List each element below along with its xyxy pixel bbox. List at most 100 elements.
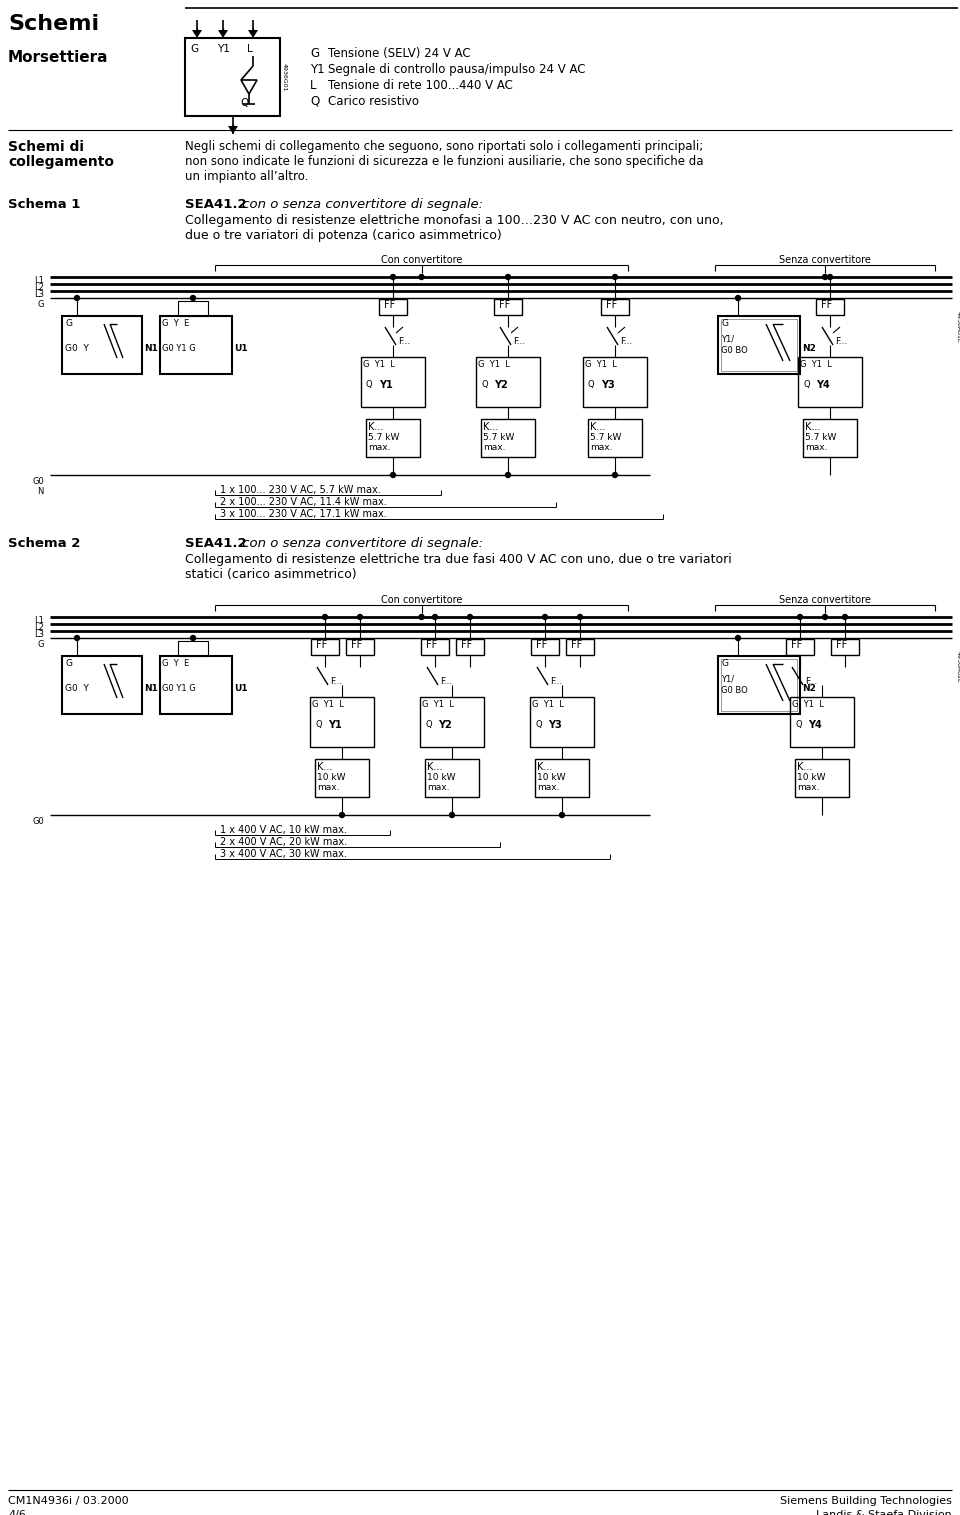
Text: FF: FF — [606, 300, 617, 311]
Text: 10 kW: 10 kW — [537, 773, 565, 782]
Text: G: G — [37, 300, 44, 309]
Bar — [178, 641, 208, 656]
Text: FF: FF — [536, 639, 547, 650]
Bar — [160, 656, 232, 714]
Text: statici (carico asimmetrico): statici (carico asimmetrico) — [185, 568, 356, 580]
Circle shape — [828, 274, 832, 279]
Text: Tensione (SELV) 24 V AC: Tensione (SELV) 24 V AC — [328, 47, 470, 61]
Text: L1: L1 — [35, 617, 44, 626]
Text: N1: N1 — [144, 344, 157, 353]
Bar — [494, 298, 522, 315]
Text: L: L — [247, 44, 252, 55]
Text: FF: FF — [384, 300, 396, 311]
Bar — [718, 317, 800, 374]
Text: F...: F... — [620, 336, 633, 345]
Bar — [476, 358, 540, 408]
Text: Q: Q — [481, 380, 488, 389]
Circle shape — [798, 615, 803, 620]
Text: FF: FF — [571, 639, 583, 650]
Text: L: L — [310, 79, 317, 92]
Text: Y1: Y1 — [379, 380, 393, 389]
Text: CM1N4936i / 03.2000: CM1N4936i / 03.2000 — [8, 1495, 129, 1506]
Text: G  Y1  L: G Y1 L — [532, 700, 564, 709]
Text: K...: K... — [368, 423, 383, 432]
Bar — [420, 697, 484, 747]
Text: Con convertitore: Con convertitore — [381, 595, 462, 604]
Bar — [311, 639, 339, 654]
Text: Tensione di rete 100...440 V AC: Tensione di rete 100...440 V AC — [328, 79, 513, 92]
Text: K...: K... — [427, 762, 443, 773]
Text: G0: G0 — [33, 477, 44, 486]
Text: 4/6: 4/6 — [8, 1510, 26, 1515]
Circle shape — [419, 274, 424, 279]
Text: Morsettiera: Morsettiera — [8, 50, 108, 65]
Text: G: G — [190, 44, 198, 55]
Text: L1: L1 — [35, 276, 44, 285]
Text: FF: FF — [461, 639, 472, 650]
Text: Collegamento di resistenze elettriche tra due fasi 400 V AC con uno, due o tre v: Collegamento di resistenze elettriche tr… — [185, 553, 732, 567]
Text: Q: Q — [240, 98, 249, 108]
Polygon shape — [218, 30, 228, 38]
Text: FF: FF — [821, 300, 832, 311]
Bar — [535, 759, 589, 797]
Text: K...: K... — [797, 762, 812, 773]
Text: collegamento: collegamento — [8, 155, 114, 170]
Text: N1: N1 — [144, 683, 157, 692]
Circle shape — [542, 615, 547, 620]
Circle shape — [612, 274, 617, 279]
Text: Senza convertitore: Senza convertitore — [780, 595, 871, 604]
Text: Landis & Staefa Division: Landis & Staefa Division — [816, 1510, 952, 1515]
Bar — [346, 639, 374, 654]
Bar — [566, 639, 594, 654]
Text: max.: max. — [590, 442, 612, 451]
Text: Negli schemi di collegamento che seguono, sono riportati solo i collegamenti pri: Negli schemi di collegamento che seguono… — [185, 139, 704, 153]
Text: G  Y1  L: G Y1 L — [422, 700, 454, 709]
Bar — [601, 298, 629, 315]
Text: max.: max. — [537, 783, 560, 792]
Bar — [798, 358, 862, 408]
Text: F...: F... — [440, 677, 452, 686]
Text: G: G — [37, 639, 44, 648]
Circle shape — [578, 615, 583, 620]
Text: F...: F... — [805, 677, 817, 686]
Text: max.: max. — [317, 783, 340, 792]
Text: max.: max. — [427, 783, 449, 792]
Text: 3 x 100... 230 V AC, 17.1 kW max.: 3 x 100... 230 V AC, 17.1 kW max. — [220, 509, 387, 520]
Text: G0  Y: G0 Y — [65, 683, 89, 692]
Text: L3: L3 — [34, 630, 44, 639]
Text: N2: N2 — [802, 344, 816, 353]
Text: Schema 1: Schema 1 — [8, 198, 81, 211]
Text: Collegamento di resistenze elettriche monofasi a 100…230 V AC con neutro, con un: Collegamento di resistenze elettriche mo… — [185, 214, 724, 227]
Polygon shape — [192, 30, 202, 38]
Circle shape — [75, 295, 80, 300]
Circle shape — [340, 812, 345, 818]
Text: Q: Q — [366, 380, 372, 389]
Text: G  Y1  L: G Y1 L — [312, 700, 344, 709]
Text: G  Y1  L: G Y1 L — [792, 700, 824, 709]
Text: G  Y1  L: G Y1 L — [585, 361, 617, 370]
Bar — [721, 659, 797, 711]
Text: Q: Q — [795, 720, 802, 729]
Text: con o senza convertitore di segnale:: con o senza convertitore di segnale: — [238, 536, 483, 550]
Text: G  Y1  L: G Y1 L — [800, 361, 832, 370]
Text: G  Y1  L: G Y1 L — [363, 361, 395, 370]
Text: Schema 2: Schema 2 — [8, 536, 81, 550]
Circle shape — [391, 274, 396, 279]
Text: G  Y  E: G Y E — [162, 320, 189, 329]
Text: due o tre variatori di potenza (carico asimmetrico): due o tre variatori di potenza (carico a… — [185, 229, 502, 242]
Circle shape — [843, 615, 848, 620]
Bar — [831, 639, 859, 654]
Text: 3 x 400 V AC, 30 kW max.: 3 x 400 V AC, 30 kW max. — [220, 848, 347, 859]
Text: 10 kW: 10 kW — [317, 773, 346, 782]
Text: L2: L2 — [35, 623, 44, 632]
Bar — [315, 759, 369, 797]
Text: Q: Q — [425, 720, 432, 729]
Text: un impianto all’altro.: un impianto all’altro. — [185, 170, 308, 183]
Text: G0  Y: G0 Y — [65, 344, 89, 353]
Circle shape — [75, 635, 80, 641]
Text: Q: Q — [588, 380, 594, 389]
Bar — [425, 759, 479, 797]
Circle shape — [449, 812, 454, 818]
Circle shape — [560, 812, 564, 818]
Text: 5.7 kW: 5.7 kW — [368, 433, 399, 442]
